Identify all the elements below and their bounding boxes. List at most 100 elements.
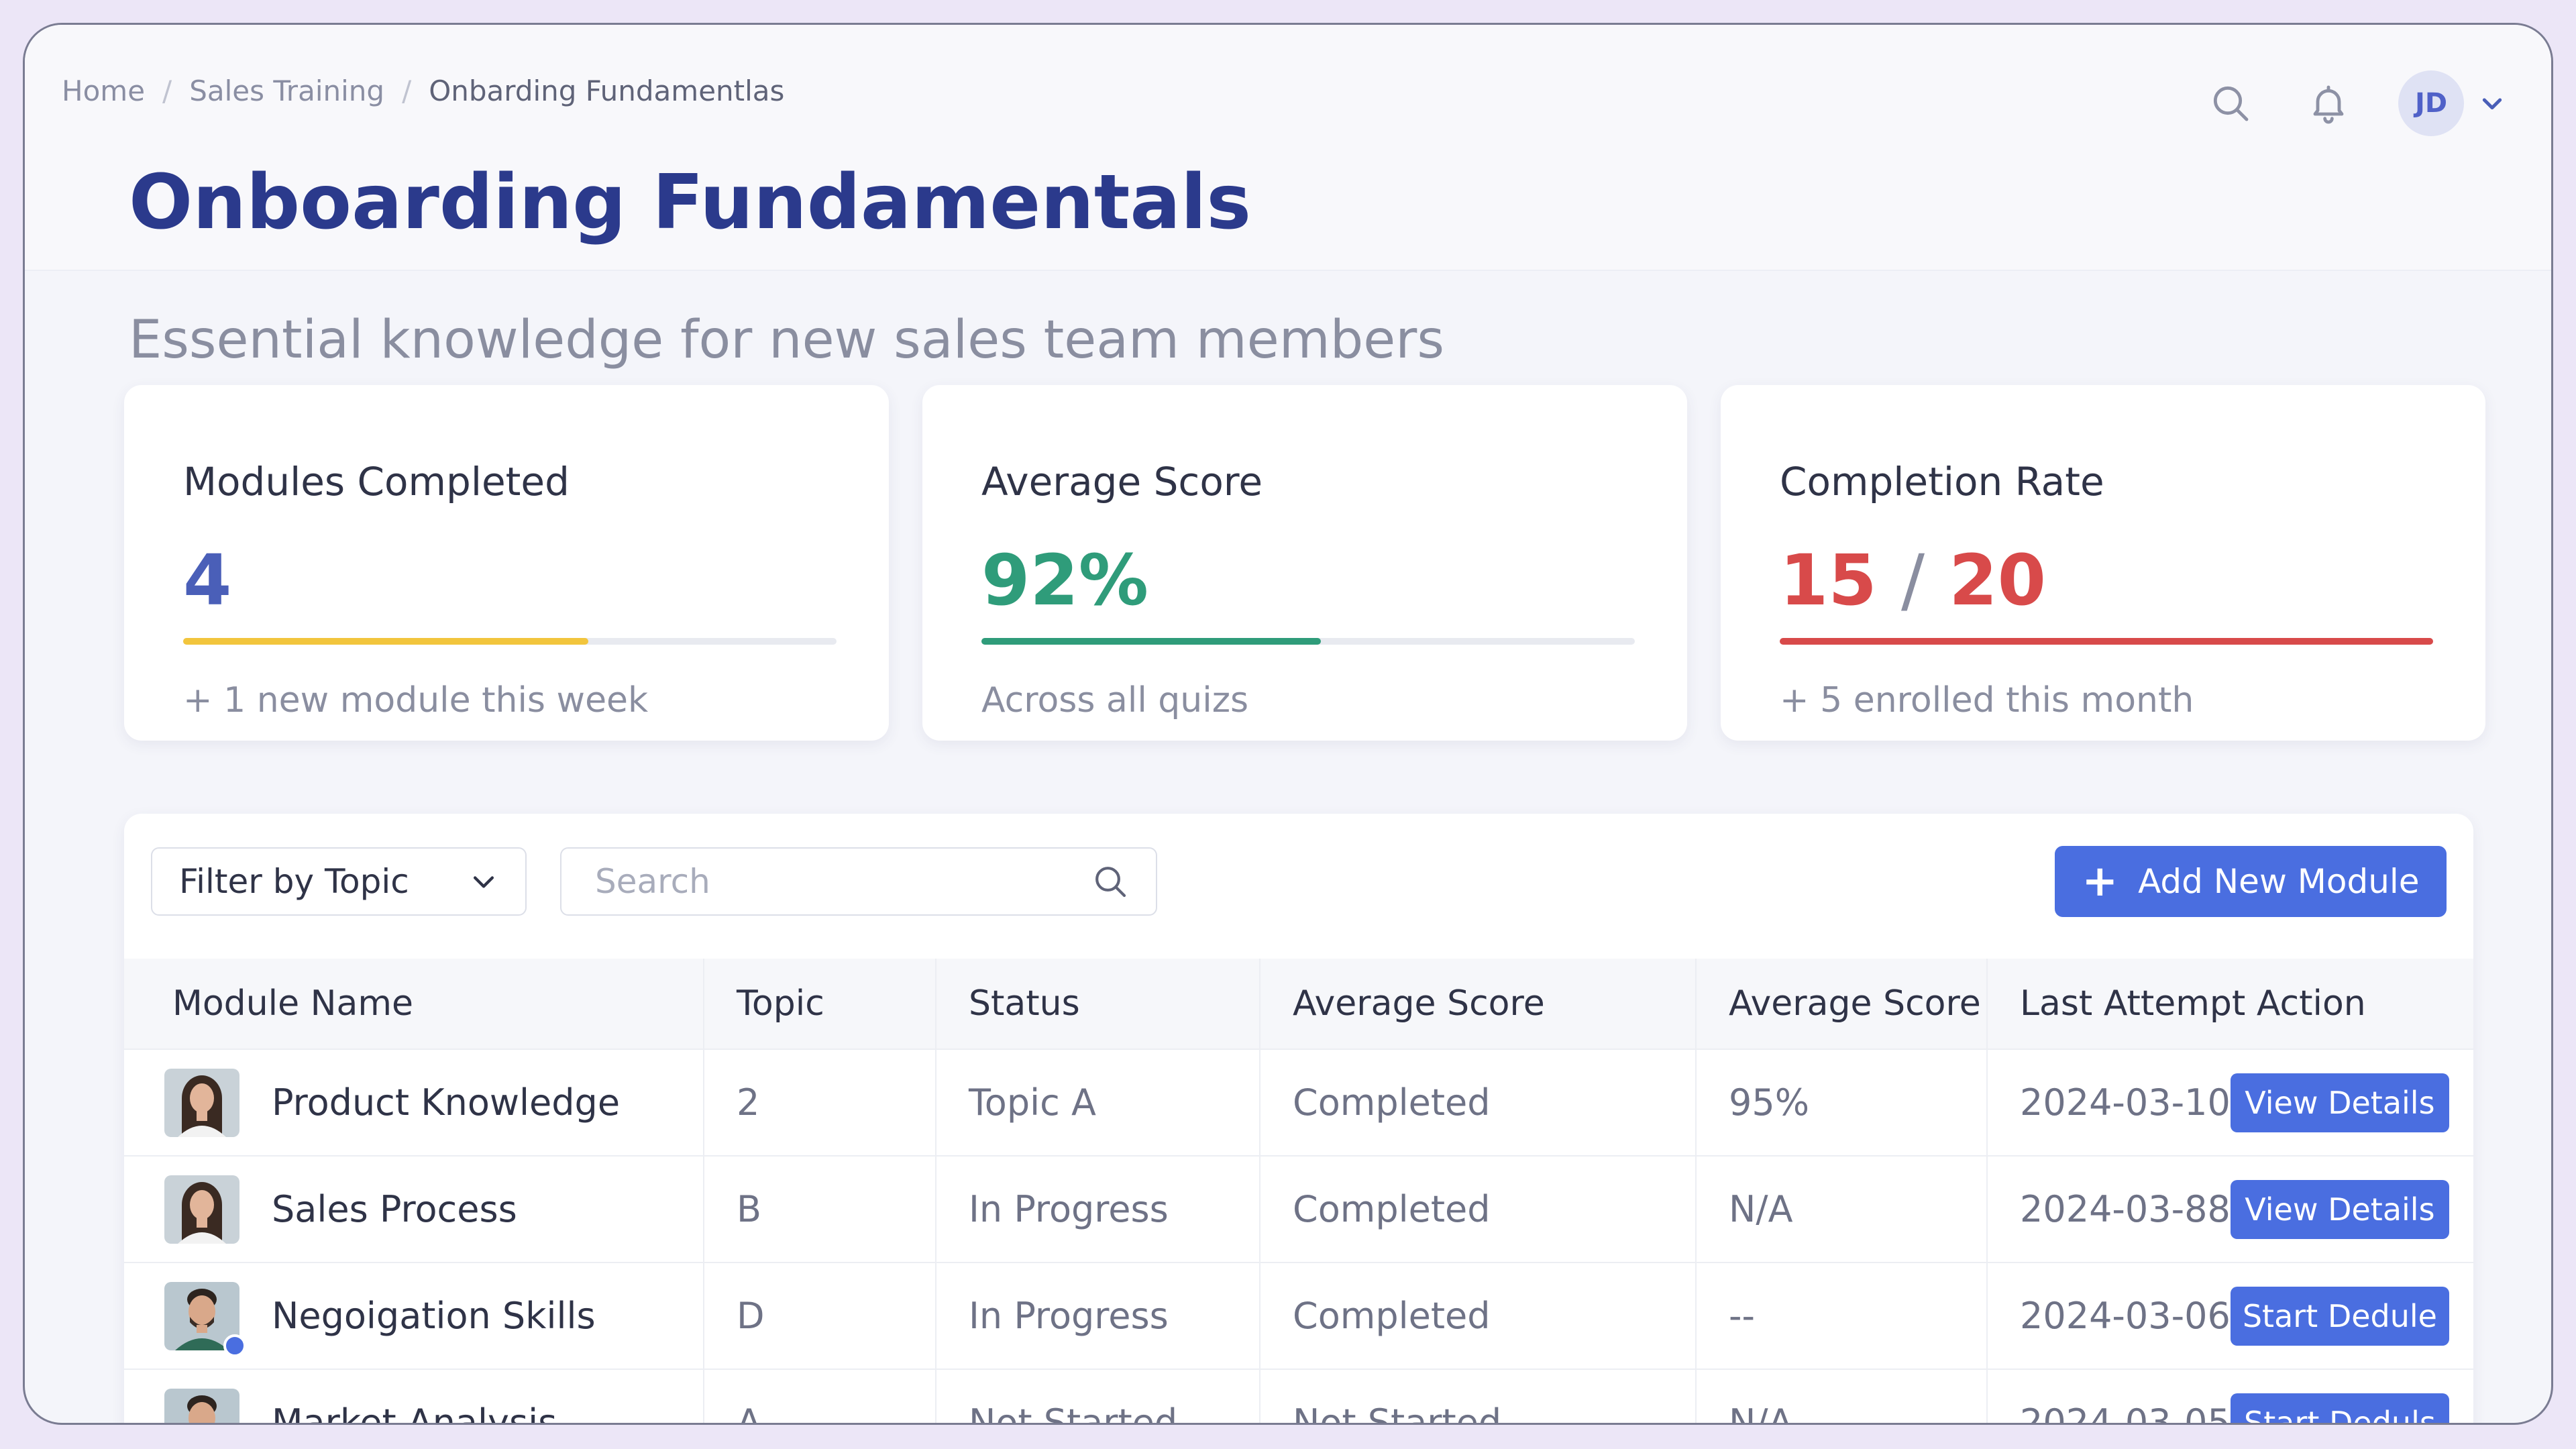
- topic-cell: D: [704, 1263, 936, 1370]
- column-header-last-attempt-action[interactable]: Last Attempt Action: [1987, 959, 2473, 1050]
- average-score-cell: Completed: [1260, 1049, 1697, 1157]
- bell-icon[interactable]: [2300, 75, 2357, 131]
- module-avatar: [164, 1068, 239, 1137]
- breadcrumb-sales-training[interactable]: Sales Training: [189, 74, 385, 107]
- app-window: Home / Sales Training / Onbarding Fundam…: [23, 23, 2553, 1425]
- search-field[interactable]: [560, 847, 1157, 916]
- status-cell: Not Started: [936, 1369, 1260, 1423]
- stat-value-separator: /: [1900, 539, 1925, 621]
- column-header-average-score-2[interactable]: Average Score: [1696, 959, 1988, 1050]
- breadcrumb: Home / Sales Training / Onbarding Fundam…: [62, 74, 784, 107]
- verified-badge-icon: [223, 1334, 246, 1357]
- progress-track: [183, 638, 837, 645]
- start-module-button[interactable]: Start Deduls: [2230, 1393, 2449, 1423]
- column-header-module-name[interactable]: Module Name: [124, 959, 704, 1050]
- plus-icon: +: [2082, 857, 2118, 906]
- last-attempt-date: 2024-03-05: [2020, 1401, 2231, 1425]
- user-menu[interactable]: JD: [2398, 70, 2506, 136]
- breadcrumb-current: Onbarding Fundamentlas: [429, 74, 785, 107]
- average-score-cell: Completed: [1260, 1263, 1697, 1370]
- table-row[interactable]: Product Knowledge 2 Topic A Completed 95…: [124, 1049, 2473, 1157]
- add-new-module-label: Add New Module: [2138, 862, 2420, 901]
- module-name-cell: Sales Process: [124, 1156, 704, 1263]
- header-actions: JD: [2202, 70, 2506, 136]
- last-attempt-action-cell: 2024-03-06 Start Dedule: [1987, 1263, 2473, 1370]
- search-icon[interactable]: [1091, 863, 1129, 900]
- stat-card-average-score: Average Score 92% Across all quizs: [922, 385, 1687, 741]
- module-name: Market Analysis: [272, 1401, 557, 1425]
- search-input[interactable]: [594, 861, 1091, 902]
- stat-card-modules-completed: Modules Completed 4 + 1 new module this …: [124, 385, 889, 741]
- last-attempt-date: 2024-03-10: [2020, 1081, 2231, 1124]
- progress-fill: [1780, 638, 2433, 645]
- module-name: Product Knowledge: [272, 1081, 621, 1124]
- search-icon[interactable]: [2202, 75, 2259, 131]
- table-header-row: Module Name Topic Status Average Score A…: [124, 959, 2473, 1050]
- stat-label: Completion Rate: [1780, 459, 2104, 504]
- start-module-button[interactable]: Start Dedule: [2230, 1286, 2449, 1346]
- last-attempt-date: 2024-03-06: [2020, 1295, 2231, 1337]
- column-header-average-score[interactable]: Average Score: [1260, 959, 1697, 1050]
- module-avatar: [164, 1388, 239, 1423]
- table-row[interactable]: Market Analysis A Not Started Not Starte…: [124, 1369, 2473, 1425]
- last-attempt-action-cell: 2024-03-10 View Details: [1987, 1049, 2473, 1157]
- progress-fill: [183, 638, 588, 645]
- table-row[interactable]: Sales Process B In Progress Completed N/…: [124, 1156, 2473, 1263]
- chevron-down-icon[interactable]: [2479, 90, 2506, 117]
- add-new-module-button[interactable]: + Add New Module: [2055, 846, 2447, 917]
- header-band: [25, 25, 2551, 271]
- module-name-cell: Market Analysis: [124, 1369, 704, 1425]
- breadcrumb-home[interactable]: Home: [62, 74, 146, 107]
- last-attempt-date: 2024-03-88: [2020, 1188, 2231, 1230]
- topic-cell: 2: [704, 1049, 936, 1157]
- progress-track: [981, 638, 1635, 645]
- module-avatar: [164, 1281, 246, 1357]
- average-score-2-cell: --: [1696, 1263, 1988, 1370]
- topic-cell: A: [704, 1369, 936, 1423]
- status-cell: In Progress: [936, 1156, 1260, 1263]
- avatar[interactable]: JD: [2398, 70, 2464, 136]
- last-attempt-action-cell: 2024-03-05 Start Deduls: [1987, 1369, 2473, 1425]
- average-score-2-cell: 95%: [1696, 1049, 1988, 1157]
- status-cell: In Progress: [936, 1263, 1260, 1370]
- filter-by-topic-select[interactable]: Filter by Topic: [151, 847, 527, 916]
- stat-value-total: 20: [1949, 539, 2046, 621]
- stat-label: Average Score: [981, 459, 1263, 504]
- progress-fill: [981, 638, 1322, 645]
- modules-table: Module Name Topic Status Average Score A…: [124, 959, 2473, 1425]
- average-score-2-cell: N/A: [1696, 1156, 1988, 1263]
- breadcrumb-separator: /: [162, 74, 172, 107]
- page-title: Onboarding Fundamentals: [129, 159, 1252, 246]
- filter-label: Filter by Topic: [179, 862, 409, 901]
- stat-note: + 1 new module this week: [183, 680, 649, 720]
- stat-value-completed: 15: [1780, 539, 1877, 621]
- module-avatar: [164, 1175, 239, 1244]
- breadcrumb-separator: /: [402, 74, 412, 107]
- column-header-topic[interactable]: Topic: [704, 959, 936, 1050]
- module-name: Negoigation Skills: [272, 1295, 596, 1337]
- view-details-button[interactable]: View Details: [2230, 1179, 2449, 1239]
- chevron-down-icon: [473, 876, 494, 888]
- average-score-cell: Completed: [1260, 1156, 1697, 1263]
- module-name-cell: Product Knowledge: [124, 1049, 704, 1157]
- stat-note: + 5 enrolled this month: [1780, 680, 2194, 720]
- page-subtitle: Essential knowledge for new sales team m…: [129, 310, 1444, 370]
- stat-value: 15 / 20: [1780, 539, 2046, 621]
- module-name: Sales Process: [272, 1188, 517, 1230]
- progress-track: [1780, 638, 2433, 645]
- average-score-2-cell: N/A: [1696, 1369, 1988, 1423]
- stat-value: 4: [183, 539, 232, 621]
- status-cell: Topic A: [936, 1049, 1260, 1157]
- table-row[interactable]: Negoigation Skills D In Progress Complet…: [124, 1263, 2473, 1370]
- stat-label: Modules Completed: [183, 459, 570, 504]
- modules-panel: Filter by Topic + Add New Module Module …: [124, 814, 2473, 1425]
- stat-card-completion-rate: Completion Rate 15 / 20 + 5 enrolled thi…: [1721, 385, 2485, 741]
- stat-value: 92%: [981, 539, 1148, 621]
- stat-note: Across all quizs: [981, 680, 1249, 720]
- module-name-cell: Negoigation Skills: [124, 1263, 704, 1370]
- topic-cell: B: [704, 1156, 936, 1263]
- last-attempt-action-cell: 2024-03-88 View Details: [1987, 1156, 2473, 1263]
- view-details-button[interactable]: View Details: [2230, 1073, 2449, 1132]
- average-score-cell: Not Started: [1260, 1369, 1697, 1423]
- column-header-status[interactable]: Status: [936, 959, 1260, 1050]
